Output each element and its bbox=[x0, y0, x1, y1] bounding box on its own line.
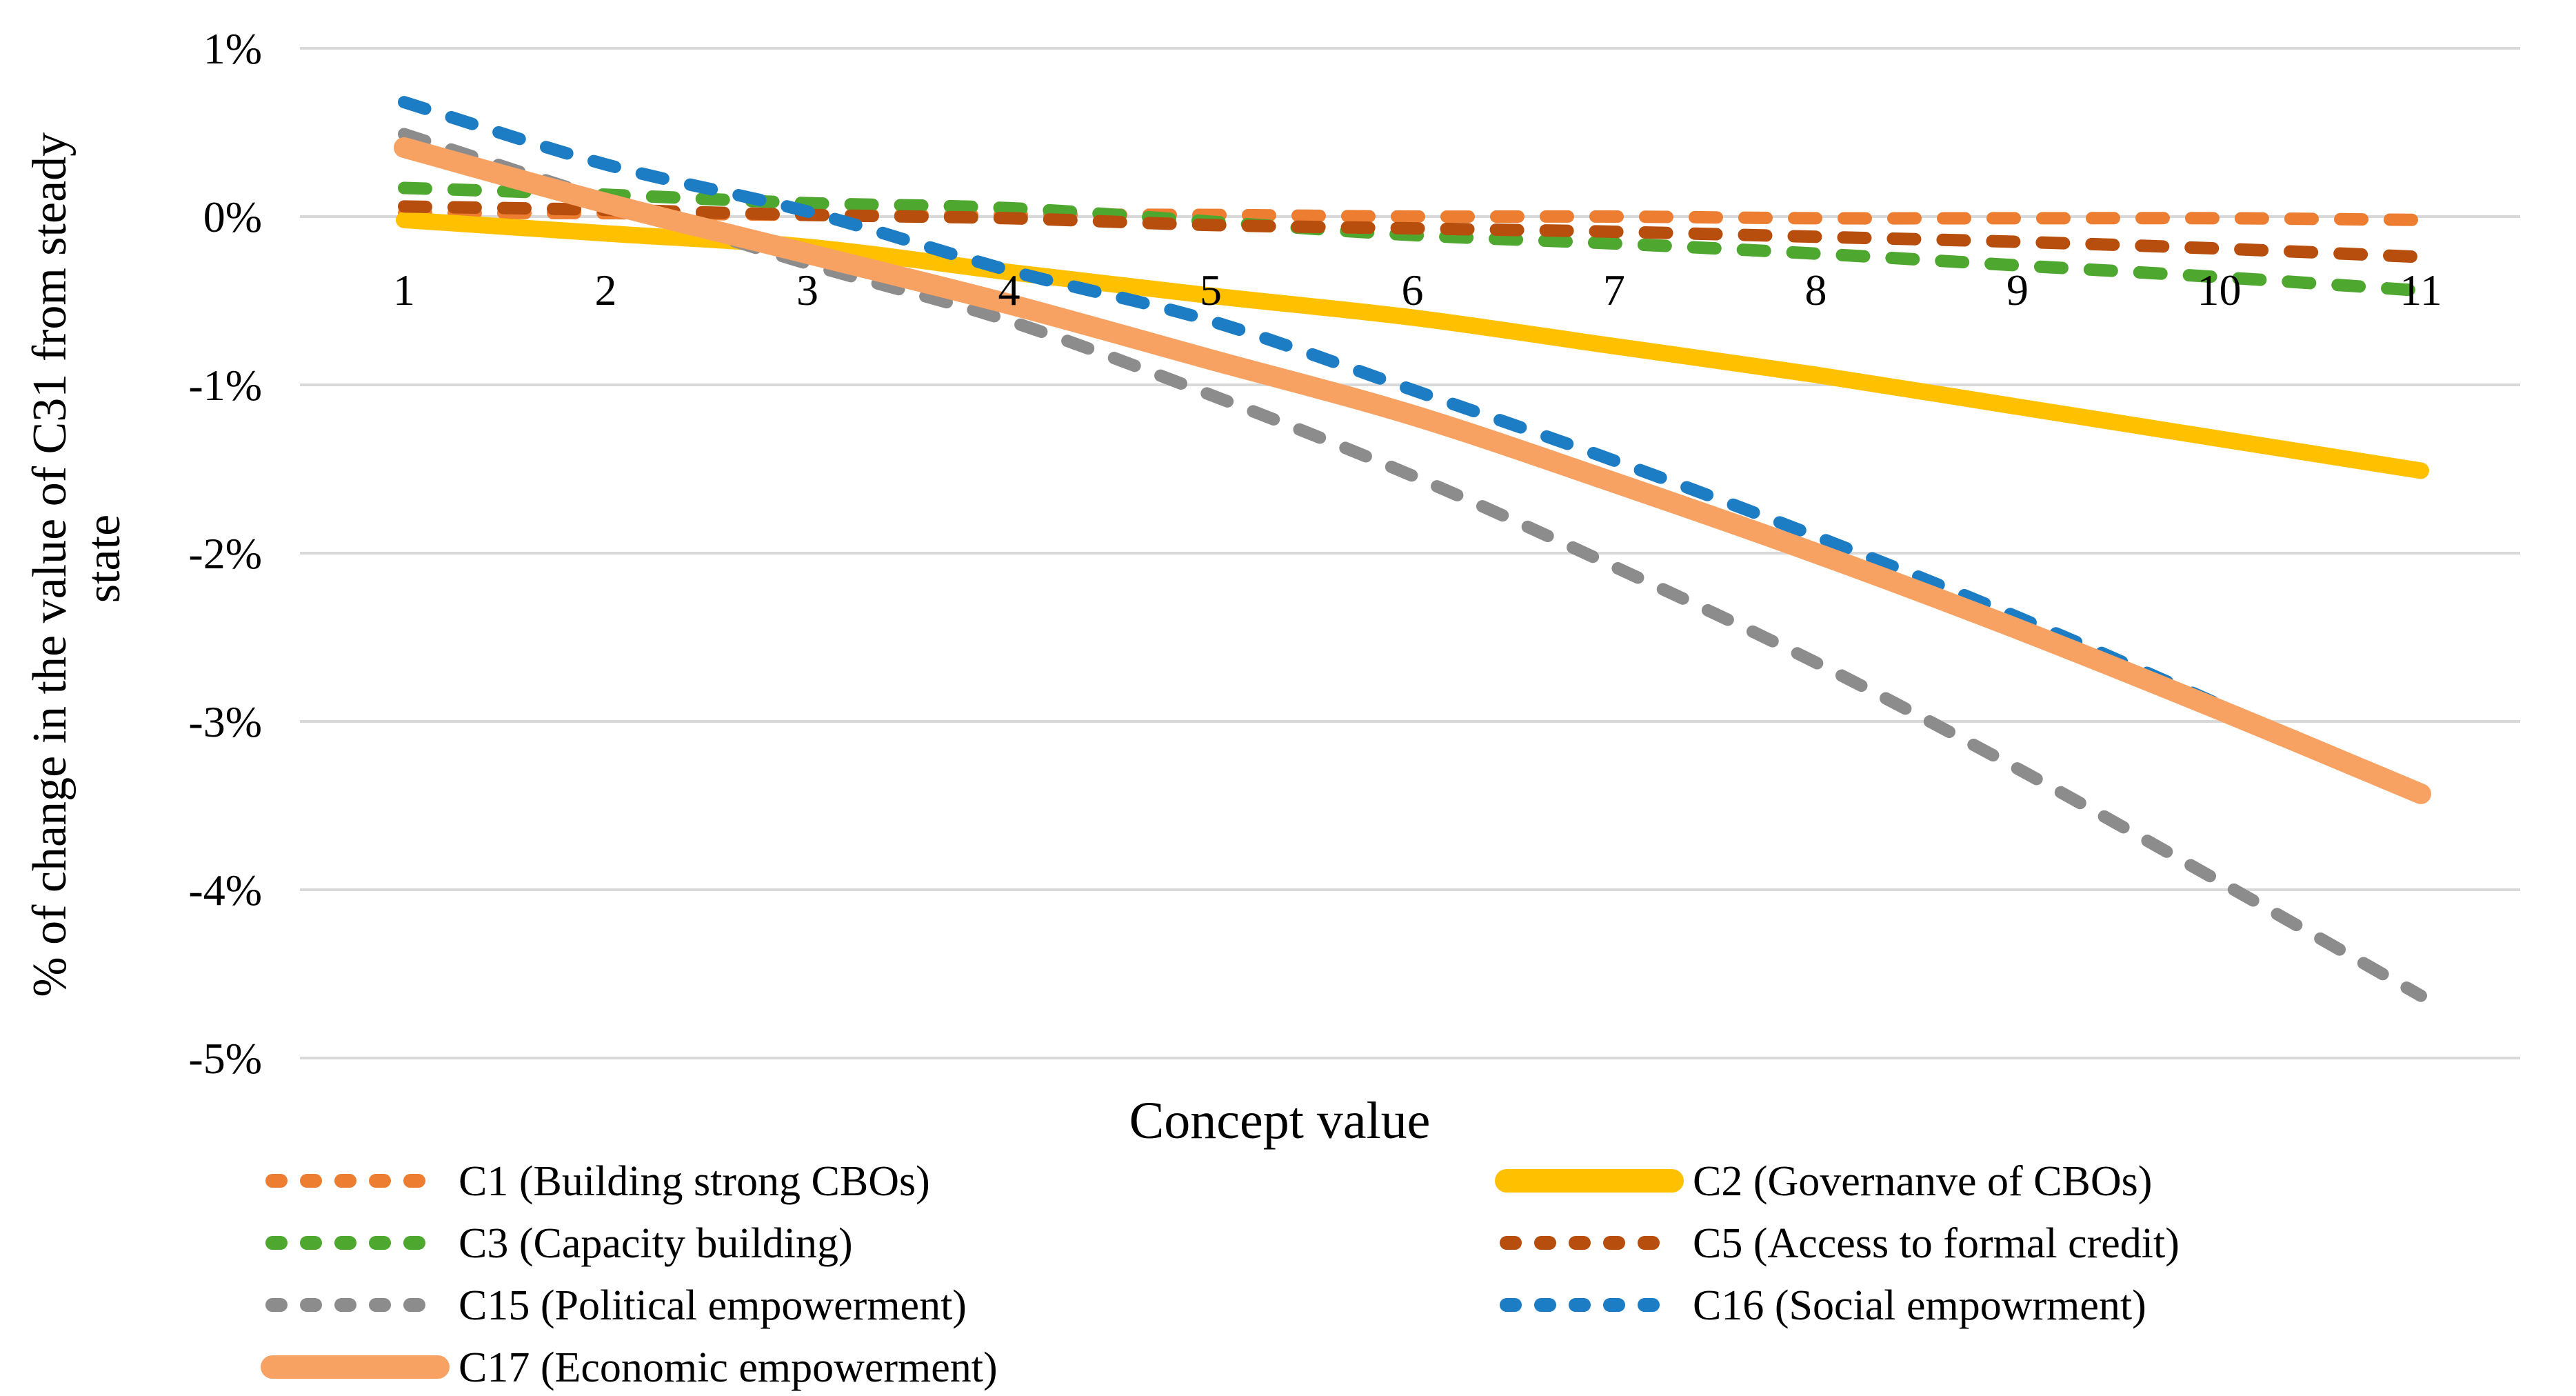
y-tick-label--3%: -3% bbox=[188, 697, 262, 746]
series-line-C2 bbox=[396, 211, 2429, 479]
series-line-C16 bbox=[398, 96, 2427, 802]
legend-item-C1: C1 (Building strong CBOs) bbox=[265, 1158, 930, 1205]
x-axis-tick-labels: 1 2 3 4 5 6 7 8 9 10 11 bbox=[393, 266, 2442, 315]
legend-item-C17: C17 (Economic empowerment) bbox=[261, 1344, 998, 1391]
y-tick-label--2%: -2% bbox=[188, 529, 262, 578]
x-tick-label-2: 2 bbox=[595, 266, 617, 315]
legend-label-C1: C1 (Building strong CBOs) bbox=[459, 1158, 930, 1205]
x-tick-label-5: 5 bbox=[1200, 266, 1222, 315]
x-tick-label-1: 1 bbox=[393, 266, 415, 315]
y-tick-label--1%: -1% bbox=[188, 361, 262, 410]
series-line-C17 bbox=[394, 137, 2431, 804]
legend-label-C2: C2 (Governanve of CBOs) bbox=[1693, 1158, 2152, 1205]
y-axis-title-line2: state bbox=[77, 515, 130, 603]
legend-item-C2: C2 (Governanve of CBOs) bbox=[1495, 1158, 2152, 1205]
series-lines bbox=[394, 96, 2431, 1002]
legend-item-C15: C15 (Political empowerment) bbox=[265, 1282, 967, 1329]
series-line-C3 bbox=[398, 181, 2427, 297]
x-tick-label-3: 3 bbox=[796, 266, 818, 315]
y-tick-label-1%: 1% bbox=[203, 24, 262, 73]
y-axis-title: % of change in the value of C31 from ste… bbox=[23, 120, 130, 997]
y-axis-tick-labels: 1% 0% -1% -2% -3% -4% -5% bbox=[188, 24, 262, 1083]
y-axis-title-line1: % of change in the value of C31 from ste… bbox=[23, 132, 77, 997]
x-tick-label-10: 10 bbox=[2197, 266, 2242, 315]
legend-item-C5: C5 (Access to formal credit) bbox=[1500, 1220, 2180, 1267]
legend-label-C17: C17 (Economic empowerment) bbox=[459, 1344, 998, 1391]
legend-item-C3: C3 (Capacity building) bbox=[265, 1220, 853, 1267]
x-tick-label-8: 8 bbox=[1805, 266, 1827, 315]
x-tick-label-9: 9 bbox=[2006, 266, 2029, 315]
x-tick-label-4: 4 bbox=[998, 266, 1020, 315]
legend: C1 (Building strong CBOs) C3 (Capacity bu… bbox=[261, 1158, 2180, 1391]
series-line-C15 bbox=[398, 128, 2427, 1002]
y-tick-label--5%: -5% bbox=[188, 1034, 262, 1083]
legend-label-C3: C3 (Capacity building) bbox=[459, 1220, 853, 1267]
legend-label-C16: C16 (Social empowrment) bbox=[1693, 1282, 2146, 1329]
series-line-C1 bbox=[398, 206, 2427, 226]
y-tick-label--4%: -4% bbox=[188, 866, 262, 915]
y-tick-label-0%: 0% bbox=[203, 192, 262, 241]
legend-label-C15: C15 (Political empowerment) bbox=[459, 1282, 967, 1329]
x-tick-label-6: 6 bbox=[1402, 266, 1424, 315]
legend-label-C5: C5 (Access to formal credit) bbox=[1693, 1220, 2180, 1267]
legend-item-C16: C16 (Social empowrment) bbox=[1500, 1282, 2146, 1329]
x-tick-label-11: 11 bbox=[2399, 266, 2442, 315]
x-tick-label-7: 7 bbox=[1603, 266, 1625, 315]
series-line-C5 bbox=[398, 200, 2427, 263]
x-axis-title: Concept value bbox=[1129, 1092, 1431, 1150]
